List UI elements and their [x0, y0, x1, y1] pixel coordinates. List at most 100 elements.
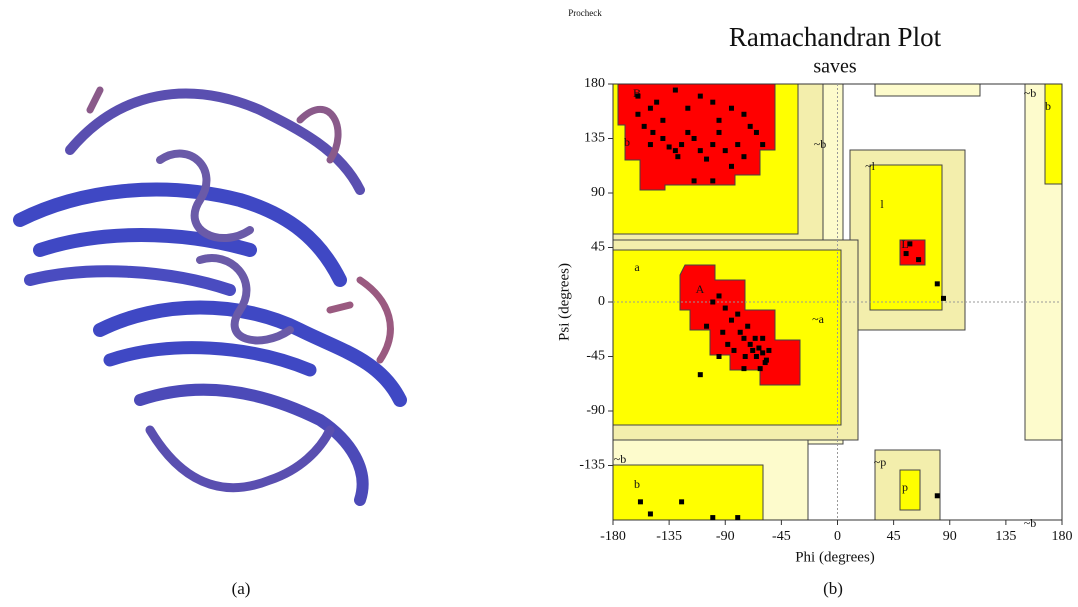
residue-point — [935, 493, 940, 498]
y-tick-label: -90 — [586, 403, 605, 418]
y-tick-label: 90 — [591, 185, 605, 200]
residue-point — [717, 130, 722, 135]
residue-point — [673, 88, 678, 93]
residue-point — [935, 281, 940, 286]
residue-point — [907, 241, 912, 246]
residue-point — [692, 136, 697, 141]
residue-point — [638, 499, 643, 504]
residue-point — [741, 112, 746, 117]
y-axis-label: Psi (degrees) — [556, 263, 572, 341]
caption: (a) — [232, 579, 251, 598]
residue-point — [735, 312, 740, 317]
region-label: ~b — [814, 137, 827, 151]
residue-point — [758, 366, 763, 371]
residue-point — [729, 164, 734, 169]
x-tick-label: -90 — [716, 529, 735, 544]
residue-point — [753, 336, 758, 341]
region-label: ~b — [1024, 516, 1037, 530]
residue-point — [685, 106, 690, 111]
region-label: b — [1045, 99, 1051, 113]
x-tick-label: 0 — [834, 529, 841, 544]
residue-point — [754, 130, 759, 135]
x-tick-label: -135 — [656, 529, 682, 544]
residue-point — [717, 354, 722, 359]
x-tick-label: 180 — [1052, 529, 1073, 544]
residue-point — [673, 148, 678, 153]
residue-point — [660, 118, 665, 123]
residue-point — [729, 318, 734, 323]
residue-point — [717, 118, 722, 123]
residue-point — [760, 350, 765, 355]
residue-point — [760, 142, 765, 147]
residue-point — [710, 142, 715, 147]
residue-point — [743, 354, 748, 359]
residue-point — [725, 342, 730, 347]
residue-point — [735, 142, 740, 147]
region-label: b — [624, 135, 630, 149]
region-label: ~b — [614, 452, 627, 466]
region-label: ~p — [874, 455, 887, 469]
residue-point — [741, 336, 746, 341]
residue-point — [642, 124, 647, 129]
x-tick-label: -45 — [772, 529, 791, 544]
residue-point — [741, 366, 746, 371]
residue-point — [941, 296, 946, 301]
residue-point — [710, 100, 715, 105]
residue-point — [735, 515, 740, 520]
caption: (b) — [823, 579, 843, 598]
residue-point — [660, 136, 665, 141]
residue-point — [748, 124, 753, 129]
residue-point — [635, 94, 640, 99]
residue-point — [741, 154, 746, 159]
residue-point — [667, 144, 672, 149]
residue-point — [704, 157, 709, 162]
region-label: A — [696, 282, 705, 296]
residue-point — [764, 358, 769, 363]
residue-point — [717, 293, 722, 298]
residue-point — [748, 342, 753, 347]
residue-point — [904, 251, 909, 256]
residue-point — [650, 130, 655, 135]
region-label: b — [634, 477, 640, 491]
residue-point — [745, 324, 750, 329]
chart-title: Ramachandran Plot — [729, 22, 942, 52]
region-label: a — [634, 260, 640, 274]
region-label: ~l — [865, 159, 875, 173]
program-label: Procheck — [568, 8, 602, 18]
residue-point — [729, 106, 734, 111]
y-tick-label: 0 — [598, 294, 605, 309]
chart-subtitle: saves — [813, 56, 857, 78]
protein-ribbon — [20, 90, 400, 500]
x-axis-label: Phi (degrees) — [795, 549, 875, 565]
residue-point — [720, 330, 725, 335]
residue-point — [675, 154, 680, 159]
y-tick-label: -45 — [586, 349, 605, 364]
residue-point — [635, 112, 640, 117]
x-tick-label: 135 — [995, 529, 1016, 544]
residue-point — [710, 515, 715, 520]
residue-point — [698, 94, 703, 99]
residue-point — [648, 142, 653, 147]
residue-point — [648, 511, 653, 516]
residue-point — [679, 142, 684, 147]
residue-point — [648, 106, 653, 111]
residue-point — [710, 300, 715, 305]
y-tick-label: -135 — [579, 458, 605, 473]
residue-point — [679, 499, 684, 504]
residue-point — [723, 148, 728, 153]
residue-point — [731, 348, 736, 353]
residue-point — [710, 178, 715, 183]
residue-point — [754, 354, 759, 359]
residue-point — [685, 130, 690, 135]
y-tick-label: 180 — [584, 76, 605, 91]
x-tick-label: 45 — [887, 529, 901, 544]
residue-point — [654, 100, 659, 105]
y-tick-label: 45 — [591, 240, 605, 255]
residue-point — [750, 348, 755, 353]
x-tick-label: 90 — [943, 529, 957, 544]
residue-point — [692, 178, 697, 183]
region-label: ~a — [812, 312, 824, 326]
residue-point — [704, 324, 709, 329]
residue-point — [766, 348, 771, 353]
residue-point — [738, 330, 743, 335]
